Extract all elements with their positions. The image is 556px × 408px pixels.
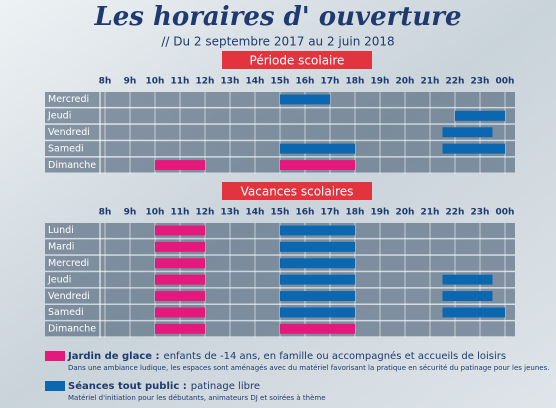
- session-bar: [280, 94, 330, 105]
- hour-label: 20h: [396, 77, 415, 87]
- session-bar: [155, 258, 205, 269]
- hour-label: 10h: [146, 208, 165, 218]
- subtitle: // Du 2 septembre 2017 au 2 juin 2018: [161, 35, 394, 49]
- session-bar: [155, 225, 205, 236]
- hour-label: 17h: [321, 77, 340, 87]
- session-bar: [442, 127, 493, 138]
- hour-label: 15h: [271, 208, 290, 218]
- legend-text: Jardin de glace : enfants de -14 ans, en …: [67, 350, 506, 362]
- session-bar: [455, 110, 505, 121]
- legend-note: Dans une ambiance ludique, les espaces s…: [68, 364, 549, 372]
- hour-label: 13h: [221, 77, 240, 87]
- hour-label: 9h: [124, 77, 137, 87]
- session-bar: [155, 241, 205, 252]
- legend-label: Jardin de glace :: [67, 351, 160, 362]
- day-label: Dimanche: [48, 160, 96, 171]
- day-label: Jeudi: [47, 111, 71, 122]
- hour-label: 19h: [371, 77, 390, 87]
- legend-swatch: [45, 351, 65, 361]
- session-bar: [280, 143, 355, 154]
- day-label: Samedi: [48, 143, 84, 154]
- section-title: Vacances scolaires: [241, 185, 354, 199]
- hour-label: 21h: [421, 208, 440, 218]
- hour-label: 12h: [196, 208, 215, 218]
- hour-label: 11h: [171, 208, 190, 218]
- session-bar: [442, 291, 493, 301]
- hour-label: 16h: [296, 77, 315, 87]
- day-label: Mercredi: [48, 258, 89, 269]
- session-bar: [155, 160, 205, 170]
- hour-label: 10h: [146, 77, 165, 87]
- day-label: Mardi: [48, 242, 74, 253]
- hour-label: 9h: [124, 208, 137, 218]
- session-bar: [155, 291, 205, 301]
- day-label: Samedi: [48, 307, 84, 318]
- hour-label: 14h: [246, 77, 265, 87]
- hour-label: 14h: [246, 208, 265, 218]
- legend-description: enfants de -14 ans, en famille ou accomp…: [164, 350, 507, 362]
- legend-text: Séances tout public : patinage libre: [68, 380, 260, 392]
- session-bar: [280, 323, 355, 334]
- hour-label: 22h: [446, 208, 465, 218]
- hour-label: 18h: [346, 77, 365, 87]
- session-bar: [442, 274, 493, 285]
- hour-label: 11h: [171, 77, 190, 87]
- day-label: Vendredi: [48, 127, 90, 138]
- session-bar: [442, 143, 505, 154]
- session-bar: [280, 241, 355, 252]
- session-bar: [280, 291, 355, 301]
- hour-label: 00h: [496, 208, 515, 218]
- day-label: Mercredi: [48, 94, 89, 105]
- hour-label: 22h: [446, 77, 465, 87]
- hour-label: 23h: [471, 208, 490, 218]
- hour-label: 12h: [196, 77, 215, 87]
- legend-swatch: [45, 381, 65, 391]
- session-bar: [155, 307, 205, 318]
- session-bar: [280, 225, 355, 236]
- hour-label: 20h: [396, 208, 415, 218]
- session-bar: [280, 274, 355, 285]
- hour-label: 19h: [371, 208, 390, 218]
- hour-label: 8h: [99, 208, 112, 218]
- hour-label: 17h: [321, 208, 340, 218]
- legend-note: Matériel d'initiation pour les débutants…: [68, 394, 326, 402]
- day-label: Lundi: [48, 225, 74, 236]
- day-label: Jeudi: [47, 274, 71, 285]
- day-label: Dimanche: [48, 324, 96, 335]
- hour-label: 21h: [421, 77, 440, 87]
- session-bar: [155, 323, 205, 334]
- session-bar: [155, 274, 205, 285]
- hour-label: 00h: [496, 77, 515, 87]
- legend-description: patinage libre: [191, 381, 260, 392]
- session-bar: [280, 258, 355, 269]
- legend-label: Séances tout public :: [68, 380, 187, 392]
- section-banner: [222, 51, 372, 69]
- hour-label: 16h: [296, 208, 315, 218]
- hour-label: 23h: [471, 77, 490, 87]
- session-bar: [280, 307, 355, 318]
- section-banner: [222, 182, 372, 200]
- title: Les horaires d' ouverture: [93, 2, 461, 32]
- hour-label: 15h: [271, 77, 290, 87]
- hour-label: 18h: [346, 208, 365, 218]
- hour-label: 8h: [99, 77, 112, 87]
- session-bar: [280, 160, 355, 170]
- session-bar: [442, 307, 505, 318]
- hour-label: 13h: [221, 208, 240, 218]
- day-label: Vendredi: [48, 291, 90, 302]
- section-title: Période scolaire: [250, 54, 345, 68]
